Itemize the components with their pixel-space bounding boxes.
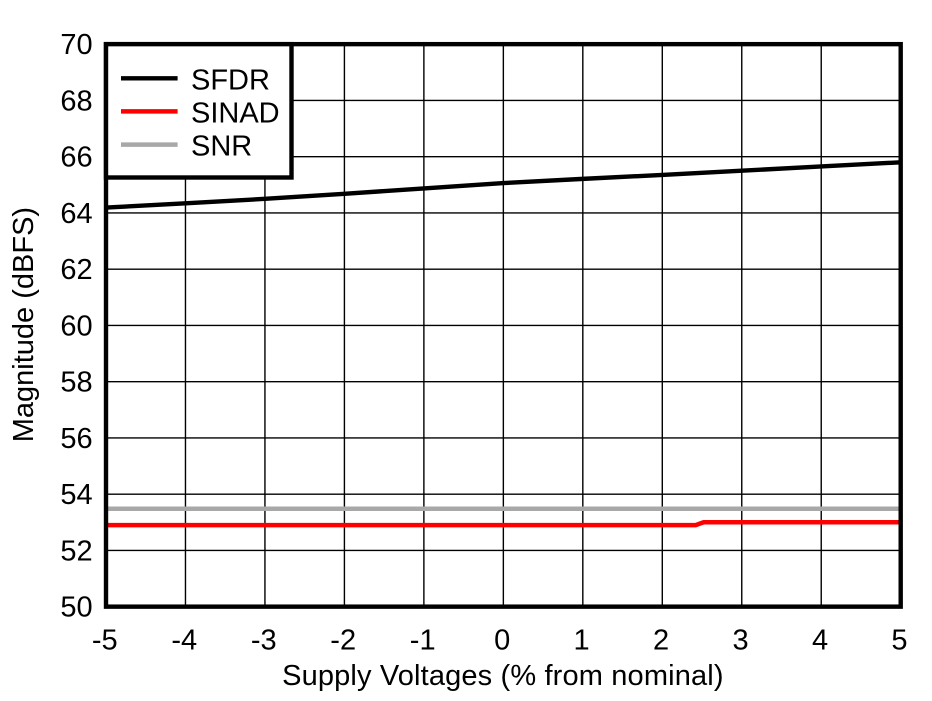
svg-text:4: 4 xyxy=(812,625,828,657)
svg-text:64: 64 xyxy=(60,198,92,230)
svg-text:Supply Voltages (% from nomina: Supply Voltages (% from nominal) xyxy=(282,660,724,692)
svg-text:50: 50 xyxy=(60,592,92,624)
svg-text:1: 1 xyxy=(574,625,590,657)
svg-text:56: 56 xyxy=(60,423,92,455)
svg-text:60: 60 xyxy=(60,310,92,342)
svg-text:5: 5 xyxy=(891,625,907,657)
svg-text:62: 62 xyxy=(60,254,92,286)
svg-text:-3: -3 xyxy=(251,625,277,657)
svg-text:SINAD: SINAD xyxy=(191,97,280,129)
svg-text:-5: -5 xyxy=(92,625,118,657)
svg-text:58: 58 xyxy=(60,367,92,399)
svg-text:-2: -2 xyxy=(330,625,356,657)
svg-text:68: 68 xyxy=(60,85,92,117)
svg-text:66: 66 xyxy=(60,142,92,174)
svg-text:52: 52 xyxy=(60,535,92,567)
svg-text:2: 2 xyxy=(653,625,669,657)
svg-text:3: 3 xyxy=(732,625,748,657)
svg-text:54: 54 xyxy=(60,479,92,511)
svg-text:SFDR: SFDR xyxy=(191,64,270,96)
svg-text:Magnitude (dBFS): Magnitude (dBFS) xyxy=(8,207,40,442)
svg-text:-1: -1 xyxy=(410,625,436,657)
svg-text:SNR: SNR xyxy=(191,131,252,163)
svg-text:0: 0 xyxy=(494,625,510,657)
svg-text:70: 70 xyxy=(60,29,92,61)
svg-text:-4: -4 xyxy=(171,625,197,657)
